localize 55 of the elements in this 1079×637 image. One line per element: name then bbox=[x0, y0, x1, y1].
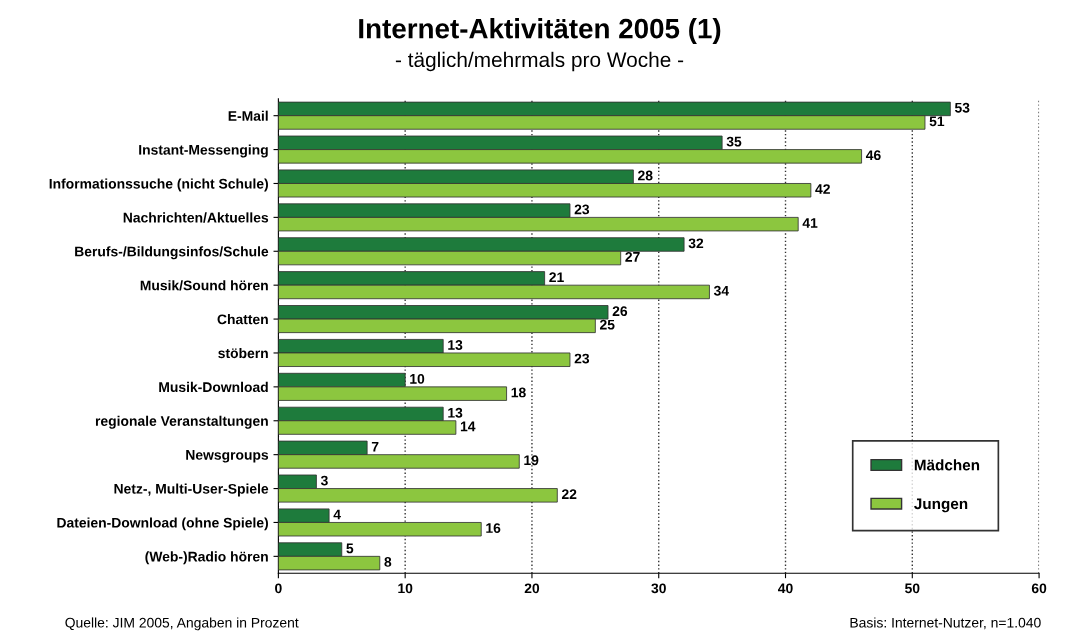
x-tick-label: 50 bbox=[905, 583, 920, 594]
y-tick-label: E-Mail bbox=[228, 110, 268, 121]
data-label: 13 bbox=[448, 407, 463, 418]
data-label: 23 bbox=[574, 204, 590, 215]
data-label: 28 bbox=[638, 170, 653, 181]
y-tick-label: Musik/Sound hören bbox=[140, 280, 268, 291]
y-tick-label: Chatten bbox=[217, 314, 268, 325]
data-label: 41 bbox=[802, 218, 818, 228]
y-tick-label: Netz-, Multi-User-Spiele bbox=[114, 483, 269, 497]
legend-label: Jungen bbox=[914, 498, 968, 513]
data-label: 22 bbox=[561, 489, 577, 499]
data-label: 23 bbox=[574, 353, 590, 364]
data-label: 27 bbox=[625, 251, 640, 262]
x-tick-label: 10 bbox=[398, 583, 413, 594]
data-label: 34 bbox=[713, 285, 729, 296]
data-label: 7 bbox=[371, 441, 379, 452]
data-label: 35 bbox=[726, 136, 742, 147]
data-label: 5 bbox=[346, 543, 354, 554]
data-label: 10 bbox=[410, 373, 425, 384]
y-tick-label: (Web-)Radio hören bbox=[145, 551, 268, 565]
x-tick-label: 40 bbox=[778, 583, 793, 594]
data-label: 21 bbox=[549, 272, 564, 282]
data-label: 25 bbox=[599, 319, 615, 330]
data-label: 13 bbox=[448, 340, 463, 350]
data-label: 16 bbox=[486, 523, 501, 533]
data-label: 8 bbox=[384, 557, 392, 567]
x-tick-label: 20 bbox=[524, 583, 540, 594]
data-label: 3 bbox=[320, 475, 328, 486]
data-label: 19 bbox=[524, 455, 539, 466]
chart-title: Internet-Aktivitäten 2005 (1) bbox=[359, 18, 721, 44]
data-label: 51 bbox=[929, 116, 945, 127]
data-label: 46 bbox=[865, 150, 881, 161]
data-label: 18 bbox=[511, 387, 526, 398]
y-tick-label: Nachrichten/Aktuelles bbox=[123, 212, 269, 223]
y-tick-label: stöbern bbox=[218, 347, 268, 359]
data-label: 53 bbox=[954, 102, 970, 113]
y-tick-label: Musik-Download bbox=[159, 381, 268, 393]
x-tick-label: 60 bbox=[1031, 583, 1047, 594]
y-tick-label: Berufs-/Bildungsinfos/Schule bbox=[75, 246, 269, 260]
data-label: 42 bbox=[815, 184, 830, 194]
data-label: 4 bbox=[333, 509, 341, 520]
y-tick-label: regionale Veranstaltungen bbox=[95, 415, 268, 429]
y-tick-label: Instant-Messenging bbox=[139, 144, 268, 158]
x-tick-label: 0 bbox=[275, 583, 282, 594]
legend-label: Mädchen bbox=[914, 459, 980, 471]
y-tick-label: Dateien-Download (ohne Spiele) bbox=[57, 517, 268, 531]
y-tick-label: Informationssuche (nicht Schule) bbox=[49, 178, 268, 192]
x-tick-label: 30 bbox=[651, 583, 666, 594]
data-label: 14 bbox=[460, 421, 476, 432]
data-label: 32 bbox=[688, 238, 704, 249]
text: Basis: Internet-Nutzer, n=1.040 bbox=[850, 617, 1041, 630]
chart-subtitle: - täglich/mehrmals pro Woche - bbox=[395, 51, 684, 72]
source-note: Quelle: JIM 2005, Angaben in Prozent bbox=[65, 617, 299, 631]
data-label: 26 bbox=[612, 306, 628, 317]
y-tick-label: Newsgroups bbox=[186, 450, 269, 463]
